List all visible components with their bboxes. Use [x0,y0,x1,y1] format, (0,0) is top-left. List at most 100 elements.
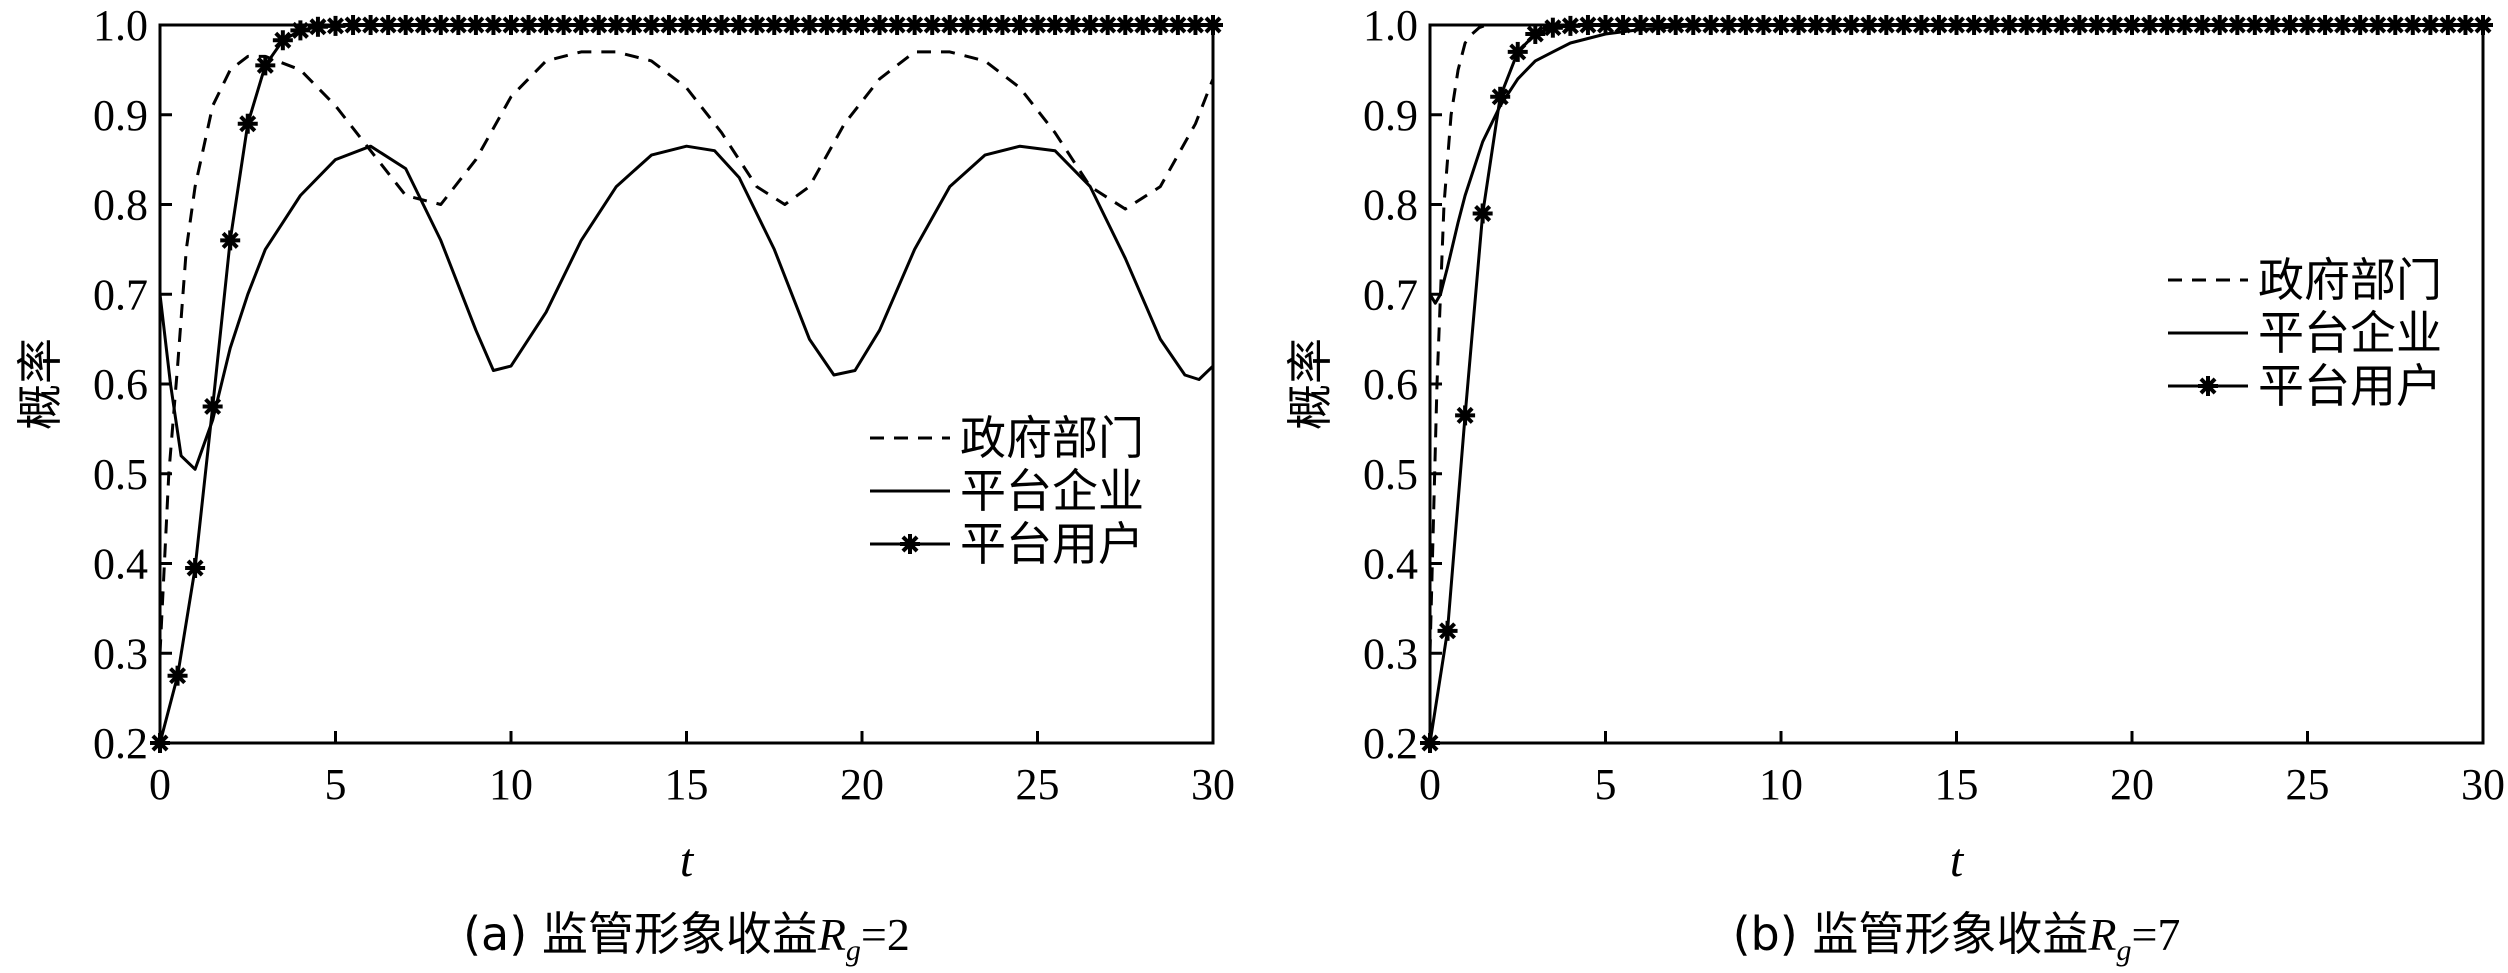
series-point-2-5 [1507,41,1528,62]
y-axis-title: 概率 [1283,338,1337,430]
series-point-2-18 [1735,15,1756,35]
series-point-2-24 [1841,15,1862,35]
legend-label-2: 平台用户 [2258,359,2442,413]
series-point-2-31 [694,15,715,35]
series-point-2-21 [1788,15,1809,35]
legend-label-0: 政府部门 [2258,253,2442,307]
series-point-2-13 [378,15,399,35]
series-point-2-3 [202,396,223,417]
series-point-2-35 [2034,15,2055,35]
x-axis-title: t [1950,834,1965,887]
series-point-2-6 [1525,23,1546,44]
series-point-2-39 [2104,15,2125,35]
series-point-2-41 [869,15,890,35]
series-point-2-8 [290,20,311,41]
series-line-1 [158,144,1215,471]
series-point-2-49 [2279,15,2300,35]
series-point-2-9 [307,16,328,37]
legend-marker-2 [900,534,920,554]
y-tick-label-1: 0.3 [1363,629,1418,678]
series-point-2-17 [1718,15,1739,35]
series-point-2-39 [834,15,855,35]
series-point-2-55 [2385,15,2406,35]
series-point-2-10 [1595,15,1616,35]
x-tick-label-0: 0 [149,760,171,809]
x-tick-label-0: 0 [1419,760,1441,809]
series-point-2-60 [1203,15,1223,35]
series-point-2-33 [729,15,750,35]
series-point-2-45 [939,15,960,35]
x-tick-label-4: 20 [2110,760,2154,809]
legend-label-1: 平台企业 [960,464,1144,518]
x-tick-label-1: 5 [325,760,347,809]
x-tick-label-4: 20 [840,760,884,809]
y-axis-title: 概率 [13,338,67,430]
series-point-2-17 [448,15,469,35]
x-tick-label-5: 25 [1016,760,1060,809]
x-axis-title: t [680,834,695,887]
series-point-2-20 [501,15,521,35]
series-point-2-0 [1420,733,1440,753]
series-point-2-10 [325,15,346,36]
series-point-2-8 [1560,15,1581,36]
series-point-2-31 [1964,15,1985,35]
series-point-2-30 [676,15,697,35]
y-tick-label-0: 0.2 [1363,719,1418,768]
series-point-2-18 [465,15,486,35]
series-point-2-9 [1577,15,1598,35]
series-point-2-56 [2402,15,2423,35]
series-point-2-34 [2016,15,2037,35]
series-point-2-25 [1858,15,1879,35]
chart-0: 0 5 10 15 20 25 30 0.2 0.3 0.4 0.5 0.6 0.7 0.8 0.9 1.0 t… [13,1,1235,967]
series-point-2-38 [2086,15,2107,35]
series-point-2-58 [1167,15,1188,35]
series-point-2-36 [781,15,802,35]
series-point-2-7 [272,30,293,51]
y-tick-label-3: 0.5 [1363,450,1418,499]
series-point-2-59 [2455,15,2476,35]
series-point-2-57 [1150,15,1171,35]
series-point-2-23 [1823,15,1844,35]
x-tick-label-5: 25 [2286,760,2330,809]
series-point-2-35 [764,15,785,35]
series-point-2-1 [167,665,188,686]
series-point-2-11 [343,15,364,35]
series-point-2-32 [711,15,732,35]
series-point-2-43 [2174,15,2195,35]
x-tick-label-2: 10 [489,760,533,809]
x-tick-label-6: 30 [1191,760,1235,809]
series-point-2-12 [360,15,381,35]
y-tick-label-2: 0.4 [1363,540,1418,589]
series-point-2-11 [1613,15,1634,35]
series-point-2-19 [483,15,504,35]
y-tick-label-3: 0.5 [93,450,148,499]
series-point-2-37 [2069,15,2090,35]
series-point-2-53 [1080,15,1101,35]
series-point-2-54 [1097,15,1118,35]
series-point-2-44 [922,15,943,35]
series-point-2-42 [2157,15,2178,35]
series-point-2-15 [1683,15,1704,35]
series-point-2-16 [430,15,451,35]
y-tick-label-7: 0.9 [1363,91,1418,140]
series-point-2-27 [1893,15,1914,35]
series-point-2-19 [1753,15,1774,35]
series-point-2-37 [799,15,820,35]
y-tick-label-4: 0.6 [93,360,148,409]
series-point-2-27 [623,15,644,35]
series-point-2-45 [2209,15,2230,35]
series-point-2-36 [2051,15,2072,35]
series-point-2-5 [237,113,258,134]
series-point-2-22 [536,15,557,35]
series-point-2-3 [1472,203,1493,224]
y-tick-label-7: 0.9 [93,91,148,140]
series-point-2-58 [2437,15,2458,35]
y-tick-label-8: 1.0 [1363,1,1418,50]
series-point-2-21 [518,15,539,35]
series-point-2-23 [553,15,574,35]
chart-1: 0 5 10 15 20 25 30 0.2 0.3 0.4 0.5 0.6 0.7 0.8 0.9 1.0 t… [1283,1,2505,967]
series-point-2-30 [1946,15,1967,35]
legend-label-1: 平台企业 [2258,306,2442,360]
